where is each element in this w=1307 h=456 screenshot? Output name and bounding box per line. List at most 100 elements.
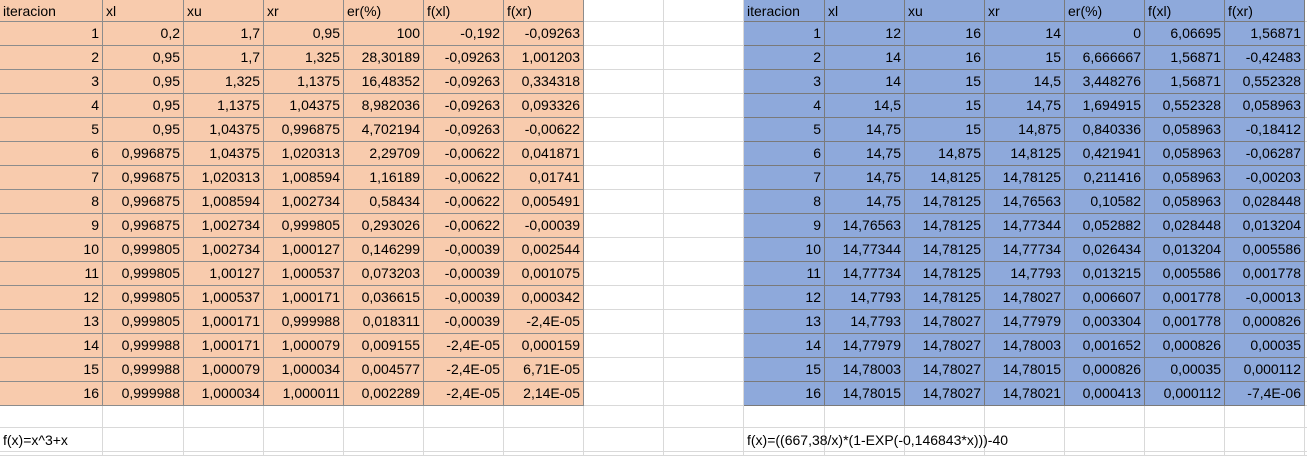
data-cell: 6 [744, 142, 825, 166]
empty-cell [103, 452, 184, 456]
data-cell: 12 [744, 286, 825, 310]
empty-cell [184, 452, 264, 456]
empty-cell [905, 406, 985, 428]
data-cell: 1,7 [184, 46, 264, 70]
data-cell: 1,000034 [184, 382, 264, 406]
data-cell: 0,999988 [103, 334, 184, 358]
header-cell: xl [825, 0, 905, 22]
data-cell: 14,5 [985, 70, 1065, 94]
data-cell: -0,09263 [504, 22, 584, 46]
empty-cell [584, 70, 664, 94]
data-cell: 1,56871 [1145, 70, 1225, 94]
empty-cell [584, 22, 664, 46]
data-cell: 0,026434 [1065, 238, 1145, 262]
empty-cell [664, 382, 744, 406]
data-cell: 15 [0, 358, 103, 382]
empty-cell [1065, 428, 1145, 452]
empty-cell [424, 428, 504, 452]
data-cell: -2,4E-05 [424, 382, 504, 406]
empty-cell [584, 214, 664, 238]
data-cell: 1,008594 [264, 166, 344, 190]
data-cell: 1,020313 [264, 142, 344, 166]
data-cell: 1,56871 [1145, 46, 1225, 70]
data-cell: 15 [985, 46, 1065, 70]
header-cell: f(xr) [1225, 0, 1305, 22]
data-cell: 0,95 [103, 118, 184, 142]
empty-cell [1305, 142, 1307, 166]
data-cell: 16 [905, 46, 985, 70]
data-cell: -0,00039 [424, 310, 504, 334]
data-cell: 16 [0, 382, 103, 406]
data-cell: 9 [744, 214, 825, 238]
data-cell: 0,2 [103, 22, 184, 46]
data-cell: 2 [0, 46, 103, 70]
data-cell: 13 [0, 310, 103, 334]
data-cell: 3 [0, 70, 103, 94]
data-cell: 0,093326 [504, 94, 584, 118]
data-cell: 5 [0, 118, 103, 142]
data-cell: 4,702194 [344, 118, 424, 142]
empty-cell [344, 452, 424, 456]
data-cell: 8 [744, 190, 825, 214]
empty-cell [905, 428, 985, 452]
data-cell: 0,552328 [1145, 94, 1225, 118]
empty-cell [1305, 22, 1307, 46]
empty-cell [664, 118, 744, 142]
empty-cell [1305, 286, 1307, 310]
data-cell: 13 [744, 310, 825, 334]
data-cell: 0,999988 [103, 358, 184, 382]
data-cell: 1,002734 [184, 238, 264, 262]
data-cell: 14,75 [825, 166, 905, 190]
data-cell: 0,95 [103, 70, 184, 94]
header-cell: iteracion [744, 0, 825, 22]
empty-cell [664, 0, 744, 22]
data-cell: 0,000826 [1225, 310, 1305, 334]
empty-cell [1305, 358, 1307, 382]
header-cell: xu [905, 0, 985, 22]
data-cell: 1,000171 [184, 310, 264, 334]
empty-cell [825, 452, 905, 456]
data-cell: 0,999805 [103, 262, 184, 286]
data-cell: 0,000413 [1065, 382, 1145, 406]
empty-cell [1305, 0, 1307, 22]
empty-cell [504, 428, 584, 452]
data-cell: 14,77979 [985, 310, 1065, 334]
empty-cell [1145, 428, 1225, 452]
data-cell: 0,996875 [103, 166, 184, 190]
data-cell: -0,00013 [1225, 286, 1305, 310]
header-cell: iteracion [0, 0, 103, 22]
empty-cell [1065, 406, 1145, 428]
data-cell: 0,005491 [504, 190, 584, 214]
data-cell: 0,041871 [504, 142, 584, 166]
empty-cell [664, 46, 744, 70]
data-cell: 14 [825, 70, 905, 94]
data-cell: 12 [825, 22, 905, 46]
formula-text: f(x)=x^3+x [3, 432, 68, 448]
empty-cell [664, 166, 744, 190]
data-cell: 14,78003 [825, 358, 905, 382]
data-cell: 15 [905, 118, 985, 142]
empty-cell [584, 334, 664, 358]
data-cell: 0,009155 [344, 334, 424, 358]
empty-cell [664, 238, 744, 262]
empty-cell [1225, 406, 1305, 428]
data-cell: 14,77734 [985, 238, 1065, 262]
data-cell: 11 [744, 262, 825, 286]
data-cell: -0,192 [424, 22, 504, 46]
data-cell: 1 [0, 22, 103, 46]
data-cell: 14 [0, 334, 103, 358]
data-cell: 14,78125 [905, 214, 985, 238]
data-cell: 14 [825, 46, 905, 70]
data-cell: 1,008594 [184, 190, 264, 214]
empty-cell [344, 428, 424, 452]
data-cell: 0,073203 [344, 262, 424, 286]
empty-cell [1305, 46, 1307, 70]
data-cell: 0,421941 [1065, 142, 1145, 166]
empty-cell [1305, 238, 1307, 262]
data-cell: 14,78027 [985, 286, 1065, 310]
data-cell: 3 [744, 70, 825, 94]
data-cell: 0,552328 [1225, 70, 1305, 94]
empty-cell [664, 452, 744, 456]
data-cell: 1,000011 [264, 382, 344, 406]
data-cell: 14,77344 [825, 238, 905, 262]
